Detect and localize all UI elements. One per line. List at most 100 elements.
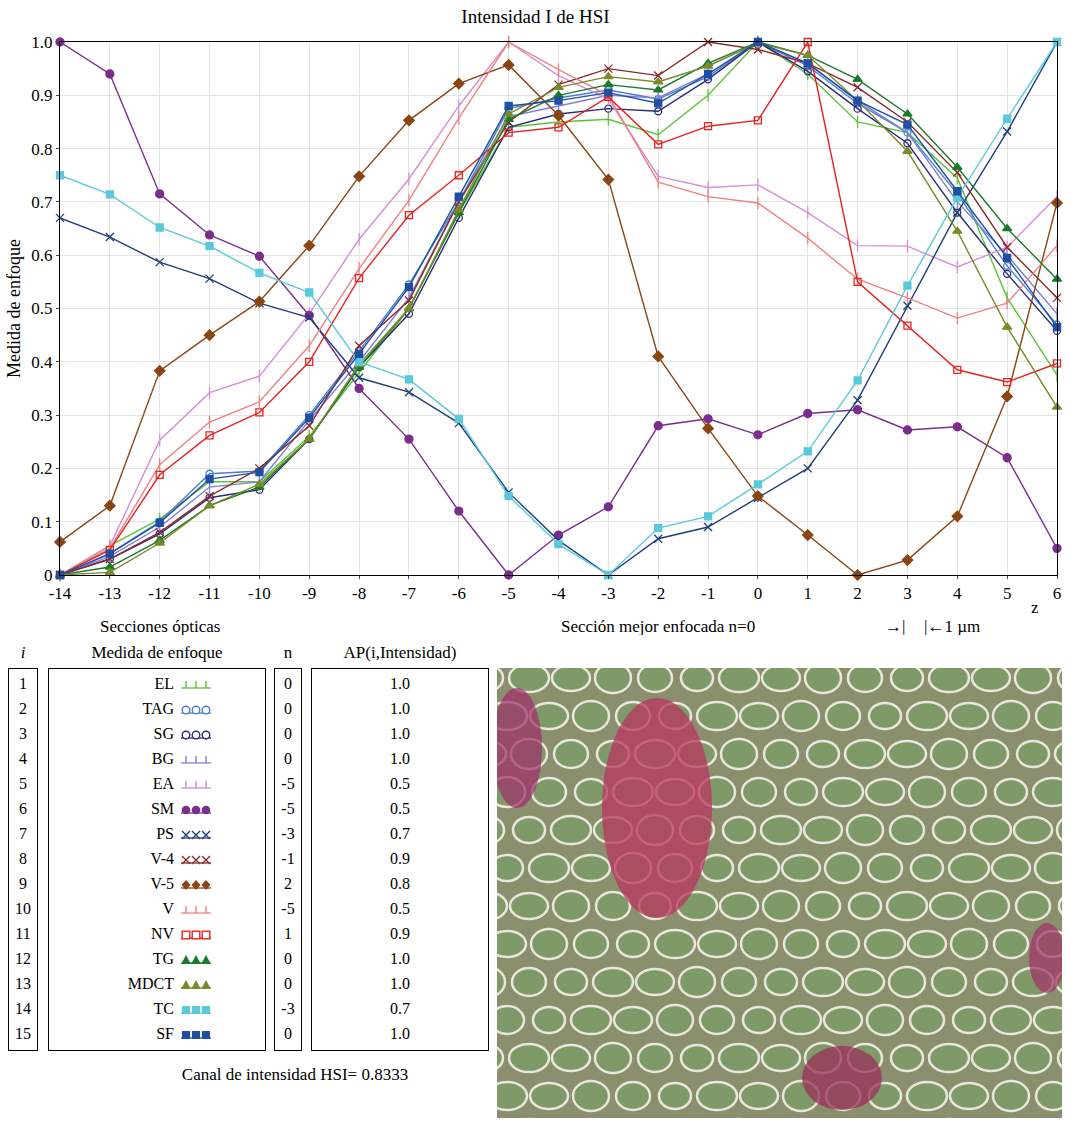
html-text:0.9: 0.9 [390,850,410,867]
html-text:11: 11 [15,925,31,942]
html-text:9: 9 [19,875,27,892]
svg-text:-6: -6 [452,584,466,603]
svg-text:-7: -7 [402,584,417,603]
html-text:EA: EA [152,775,174,792]
html-text:TC: TC [153,1000,174,1017]
html-text:TG: TG [152,950,174,967]
svg-text:2: 2 [853,584,862,603]
html-text:1.0: 1.0 [390,675,410,692]
svg-text:-8: -8 [352,584,366,603]
svg-text:→|: →| [885,617,905,635]
svg-text:-14: -14 [49,584,72,603]
html-text:0: 0 [284,725,292,742]
html-text:0.7: 0.7 [390,1000,410,1017]
svg-text:1.0: 1.0 [31,33,52,52]
svg-text:0.4: 0.4 [31,353,53,372]
svg-text:|←1 µm: |←1 µm [924,617,980,635]
html-text:0.8: 0.8 [390,875,410,892]
svg-text:6: 6 [1053,584,1062,603]
html-text:6: 6 [19,800,27,817]
html-text:-5: -5 [281,900,295,917]
svg-text:0.8: 0.8 [31,140,52,159]
html-text:SG: SG [153,725,174,742]
svg-text:-5: -5 [502,584,516,603]
svg-text:0: 0 [44,566,53,585]
html-text:2: 2 [19,700,27,717]
html-text:13: 13 [15,975,31,992]
html-text:0.5: 0.5 [390,800,410,817]
svg-text:1: 1 [804,584,813,603]
html-text:1.0: 1.0 [390,750,410,767]
html-text:Canal de intensidad HSI= 0.833: Canal de intensidad HSI= 0.8333 [181,1065,409,1084]
html-text:PS: PS [156,825,174,842]
svg-text:-11: -11 [199,584,221,603]
html-text:-5: -5 [281,775,295,792]
html-text:12: 12 [15,950,31,967]
svg-text:0: 0 [754,584,763,603]
html-text:0.5: 0.5 [390,775,410,792]
svg-text:Intensidad I de HSI: Intensidad I de HSI [461,6,609,27]
html-text:SF: SF [156,1025,174,1042]
svg-text:z: z [1031,598,1039,617]
html-text:1.0: 1.0 [390,700,410,717]
html-text:AP(i,Intensidad): AP(i,Intensidad) [343,643,457,662]
svg-text:0.2: 0.2 [31,459,52,478]
svg-text:5: 5 [1003,584,1012,603]
svg-text:0.3: 0.3 [31,406,52,425]
html-text:-3: -3 [281,1000,295,1017]
html-text:15: 15 [15,1025,31,1042]
html-text:0.7: 0.7 [390,825,410,842]
html-text:3: 3 [19,725,27,742]
html-text:5: 5 [19,775,27,792]
html-text:0: 0 [284,750,292,767]
svg-text:-1: -1 [701,584,715,603]
svg-text:-4: -4 [551,584,566,603]
svg-text:Medida de enfoque: Medida de enfoque [4,239,24,378]
html-text:-5: -5 [281,800,295,817]
html-text:MDCT: MDCT [127,975,174,992]
svg-text:-13: -13 [99,584,122,603]
svg-text:-2: -2 [651,584,665,603]
html-text:Medida de enfoque: Medida de enfoque [91,643,223,662]
html-text:8: 8 [19,850,27,867]
html-text:n: n [283,643,293,662]
svg-text:-12: -12 [148,584,171,603]
html-text:7: 7 [19,825,27,842]
html-text:1: 1 [19,675,27,692]
svg-text:0.6: 0.6 [31,246,52,265]
html-text:V-4: V-4 [150,850,174,867]
html-text:-3: -3 [281,825,295,842]
svg-text:-9: -9 [302,584,316,603]
svg-text:-3: -3 [601,584,615,603]
html-text:1.0: 1.0 [390,1025,410,1042]
html-text:SM: SM [150,800,174,817]
svg-text:0.9: 0.9 [31,86,52,105]
html-text:1.0: 1.0 [390,725,410,742]
html-text:1: 1 [284,925,292,942]
svg-text:3: 3 [903,584,912,603]
html-text:-1: -1 [281,850,295,867]
svg-text:-10: -10 [248,584,271,603]
html-text:0: 0 [284,675,292,692]
html-text:NV: NV [150,925,174,942]
svg-text:Secciones ópticas: Secciones ópticas [100,617,220,635]
svg-text:4: 4 [953,584,962,603]
html-text:V-5: V-5 [150,875,174,892]
html-text:1.0: 1.0 [390,975,410,992]
html-text:10: 10 [15,900,31,917]
svg-text:Sección mejor enfocada n=0: Sección mejor enfocada n=0 [561,617,755,635]
html-text:4: 4 [19,750,27,767]
html-text:0.9: 0.9 [390,925,410,942]
html-text:2: 2 [284,875,292,892]
html-text:BG: BG [151,750,174,767]
html-text:V: V [162,900,174,917]
html-text:14: 14 [15,1000,31,1017]
html-text:1.0: 1.0 [390,950,410,967]
html-text:TAG: TAG [142,700,174,717]
html-text:EL: EL [154,675,174,692]
html-text:0.5: 0.5 [390,900,410,917]
html-text:0: 0 [284,700,292,717]
svg-text:0.7: 0.7 [31,193,53,212]
svg-text:0.1: 0.1 [31,513,52,532]
svg-text:0.5: 0.5 [31,299,52,318]
